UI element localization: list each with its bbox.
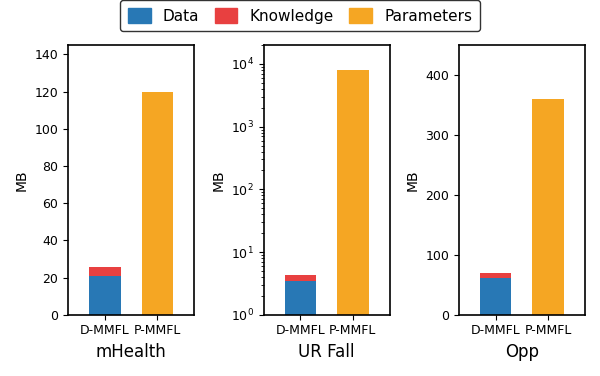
Bar (480, 273, 511, 277)
Bar (284, 275, 316, 280)
X-axis label: UR Fall: UR Fall (298, 343, 355, 361)
Bar (284, 280, 316, 376)
X-axis label: mHealth: mHealth (96, 343, 167, 361)
Bar (89, 276, 121, 315)
Y-axis label: MB: MB (211, 169, 225, 191)
Bar (532, 99, 564, 315)
Bar (480, 277, 511, 315)
Bar (142, 92, 173, 315)
Y-axis label: MB: MB (406, 169, 420, 191)
Legend: Data, Knowledge, Parameters: Data, Knowledge, Parameters (120, 0, 480, 31)
Bar (89, 267, 121, 276)
Bar (337, 70, 368, 376)
X-axis label: Opp: Opp (505, 343, 539, 361)
Y-axis label: MB: MB (15, 169, 29, 191)
